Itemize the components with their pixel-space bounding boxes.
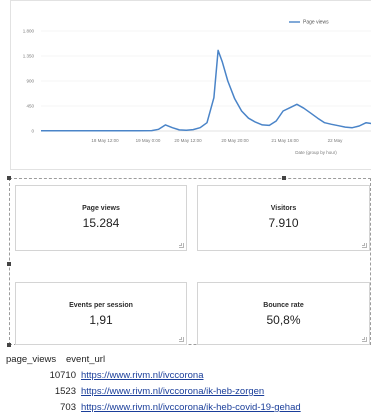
kpi-card-bounce-rate[interactable]: Bounce rate 50,8% xyxy=(197,282,370,345)
x-tick-label: 21 May 16:00 xyxy=(271,138,299,143)
x-axis-title: Date (group by hour) xyxy=(295,150,337,155)
kpi-label: Page views xyxy=(82,205,120,212)
kpi-label: Bounce rate xyxy=(263,302,304,309)
resize-grip-icon[interactable] xyxy=(362,337,367,342)
row-page-views: 1523 xyxy=(54,386,76,397)
table-row: 1523 https://www.rivm.nl/ivccorona/ik-he… xyxy=(0,384,371,400)
table-header-row: page_views event_url xyxy=(0,352,371,368)
kpi-value: 7.910 xyxy=(268,216,299,230)
row-page-views: 703 xyxy=(60,402,76,413)
kpi-label: Events per session xyxy=(69,302,133,309)
page-views-table: page_views event_url 10710 https://www.r… xyxy=(0,352,371,416)
resize-grip-icon[interactable] xyxy=(362,243,367,248)
x-tick-label: 20 May 12:00 xyxy=(174,138,202,143)
resize-grip-icon[interactable] xyxy=(179,337,184,342)
x-tick-label: 19 May 0:00 xyxy=(136,138,161,143)
y-tick-label: 450 xyxy=(26,104,34,109)
y-tick-label: 1.800 xyxy=(23,29,35,34)
x-tick-label: 20 May 20:00 xyxy=(221,138,249,143)
table-row: 703 https://www.rivm.nl/ivccorona/ik-heb… xyxy=(0,400,371,416)
series-line-page-views xyxy=(41,49,371,132)
row-page-views: 10710 xyxy=(49,370,76,381)
y-tick-label: 900 xyxy=(26,79,34,84)
kpi-label: Visitors xyxy=(270,205,297,212)
x-tick-label: 22 May xyxy=(328,138,344,143)
table-row: 10710 https://www.rivm.nl/ivccorona xyxy=(0,368,371,384)
kpi-value: 15.284 xyxy=(82,216,120,230)
kpi-value: 50,8% xyxy=(266,313,301,327)
x-tick-label: 18 May 12:00 xyxy=(91,138,119,143)
column-header-event-url: event_url xyxy=(66,354,106,365)
kpi-card-visitors[interactable]: Visitors 7.910 xyxy=(197,185,370,251)
row-url-link[interactable]: https://www.rivm.nl/ivccorona/ik-heb-cov… xyxy=(81,402,301,413)
row-url-link[interactable]: https://www.rivm.nl/ivccorona/ik-heb-zor… xyxy=(81,386,265,397)
page-views-chart: 0 450 900 1.350 1.800 18 May 12:00 19 May 0:00… xyxy=(23,20,371,155)
legend-label: Page views xyxy=(303,20,329,26)
page-views-chart-panel: 0 450 900 1.350 1.800 18 May 12:00 19 May 0:00… xyxy=(10,0,371,170)
row-url-link[interactable]: https://www.rivm.nl/ivccorona xyxy=(81,370,204,381)
column-header-page-views: page_views xyxy=(6,354,57,365)
y-tick-label: 1.350 xyxy=(23,54,35,59)
selection-handle[interactable] xyxy=(7,262,11,266)
selection-handle[interactable] xyxy=(282,176,286,180)
selection-handle[interactable] xyxy=(7,176,11,180)
kpi-card-page-views[interactable]: Page views 15.284 xyxy=(15,185,187,251)
kpi-value: 1,91 xyxy=(89,313,113,327)
resize-grip-icon[interactable] xyxy=(179,243,184,248)
y-tick-label: 0 xyxy=(31,129,34,134)
kpi-card-events-per-session[interactable]: Events per session 1,91 xyxy=(15,282,187,345)
selection-handle[interactable] xyxy=(7,343,11,347)
